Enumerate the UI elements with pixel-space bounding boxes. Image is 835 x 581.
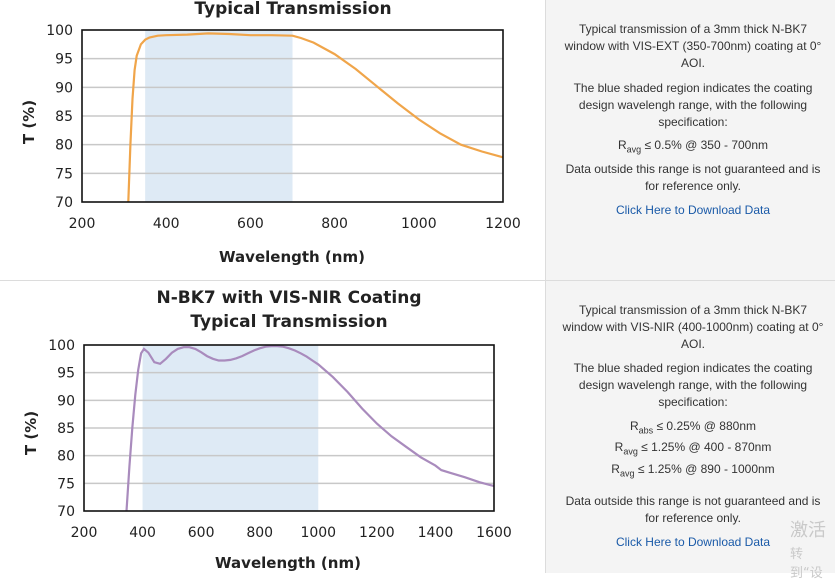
spec-line: Rabs ≤ 0.25% @ 880nm bbox=[629, 419, 757, 436]
y-axis-label: T (%) bbox=[22, 411, 40, 455]
y-tick-label: 100 bbox=[48, 338, 75, 354]
x-tick-label: 200 bbox=[69, 216, 96, 232]
spec-line: Ravg ≤ 0.5% @ 350 - 700nm bbox=[617, 138, 769, 155]
x-tick-label: 1000 bbox=[401, 216, 437, 232]
x-tick-label: 800 bbox=[321, 216, 348, 232]
y-tick-label: 90 bbox=[57, 393, 75, 409]
spec-line: Ravg ≤ 1.25% @ 400 - 870nm bbox=[614, 440, 772, 457]
chart-title: Typical Transmission bbox=[194, 0, 391, 19]
x-tick-label: 600 bbox=[188, 525, 215, 541]
x-tick-label: 200 bbox=[71, 525, 98, 541]
spec-list: Ravg ≤ 0.5% @ 350 - 700nm bbox=[558, 137, 828, 158]
y-tick-label: 80 bbox=[55, 138, 73, 154]
product-row-vis-ext: Typical Transmission 70 75 80 85 90 95 100 200… bbox=[0, 0, 835, 280]
y-tick-labels: 70 75 80 85 90 95 100 bbox=[46, 23, 73, 211]
transmission-curve bbox=[127, 32, 504, 203]
description-panel: Typical transmission of a 3mm thick N-BK… bbox=[545, 0, 835, 280]
product-row-vis-nir: N-BK7 with VIS-NIR Coating Typical Trans… bbox=[0, 280, 835, 573]
spec-line: Ravg ≤ 1.25% @ 890 - 1000nm bbox=[611, 461, 775, 479]
x-tick-label: 1600 bbox=[476, 525, 512, 541]
gridlines bbox=[84, 371, 494, 485]
y-tick-label: 80 bbox=[57, 449, 75, 465]
activation-watermark-line1: 激活 bbox=[790, 520, 826, 541]
x-axis-label: Wavelength (nm) bbox=[219, 248, 365, 266]
y-tick-label: 70 bbox=[55, 195, 73, 211]
spec-list: Rabs ≤ 0.25% @ 880nm Ravg ≤ 1.25% @ 400 … bbox=[558, 418, 828, 482]
x-tick-label: 400 bbox=[153, 216, 180, 232]
x-tick-label: 800 bbox=[246, 525, 273, 541]
y-tick-labels: 70 75 80 85 90 95 100 bbox=[48, 338, 75, 520]
plot-frame bbox=[83, 344, 495, 512]
x-tick-labels: 200 400 600 800 1000 1200 bbox=[69, 216, 521, 232]
disclaimer-text: Data outside this range is not guarantee… bbox=[565, 162, 821, 193]
download-data-link[interactable]: Click Here to Download Data bbox=[615, 535, 771, 549]
y-tick-label: 75 bbox=[57, 476, 75, 492]
x-tick-label: 1000 bbox=[300, 525, 336, 541]
plot-frame bbox=[81, 29, 504, 203]
description-panel: Typical transmission of a 3mm thick N-BK… bbox=[545, 281, 835, 573]
transmission-chart-vis-ext: Typical Transmission 70 75 80 85 90 95 100 200… bbox=[20, 0, 521, 266]
y-tick-label: 70 bbox=[57, 504, 75, 520]
y-tick-label: 85 bbox=[57, 421, 75, 437]
download-data-link[interactable]: Click Here to Download Data bbox=[615, 203, 771, 217]
y-tick-label: 85 bbox=[55, 109, 73, 125]
x-tick-label: 600 bbox=[237, 216, 264, 232]
y-tick-label: 90 bbox=[55, 80, 73, 96]
disclaimer-text: Data outside this range is not guarantee… bbox=[565, 494, 821, 525]
y-tick-label: 95 bbox=[55, 52, 73, 68]
gridlines bbox=[82, 57, 503, 175]
y-tick-label: 75 bbox=[55, 166, 73, 182]
activation-watermark-line2: 转到“设 bbox=[790, 547, 823, 581]
shaded-region-note: The blue shaded region indicates the coa… bbox=[573, 81, 813, 129]
x-tick-label: 400 bbox=[129, 525, 156, 541]
description-text: Typical transmission of a 3mm thick N-BK… bbox=[562, 303, 824, 351]
x-axis-label: Wavelength (nm) bbox=[215, 554, 361, 572]
y-tick-label: 100 bbox=[46, 23, 73, 39]
transmission-curve bbox=[125, 345, 495, 512]
chart-title-line1: N-BK7 with VIS-NIR Coating bbox=[156, 288, 421, 308]
chart-cell: N-BK7 with VIS-NIR Coating Typical Trans… bbox=[0, 281, 545, 573]
chart-title-line2: Typical Transmission bbox=[190, 312, 387, 332]
x-tick-label: 1400 bbox=[418, 525, 454, 541]
shaded-region-note: The blue shaded region indicates the coa… bbox=[573, 361, 813, 409]
chart-cell: Typical Transmission 70 75 80 85 90 95 100 200… bbox=[0, 0, 545, 280]
transmission-chart-vis-nir: N-BK7 with VIS-NIR Coating Typical Trans… bbox=[22, 288, 512, 572]
y-axis-label: T (%) bbox=[20, 100, 38, 144]
y-tick-label: 95 bbox=[57, 366, 75, 382]
x-tick-label: 1200 bbox=[485, 216, 521, 232]
description-text: Typical transmission of a 3mm thick N-BK… bbox=[564, 22, 822, 70]
x-tick-labels: 200 400 600 800 1000 1200 1400 1600 bbox=[71, 525, 512, 541]
x-tick-label: 1200 bbox=[359, 525, 395, 541]
